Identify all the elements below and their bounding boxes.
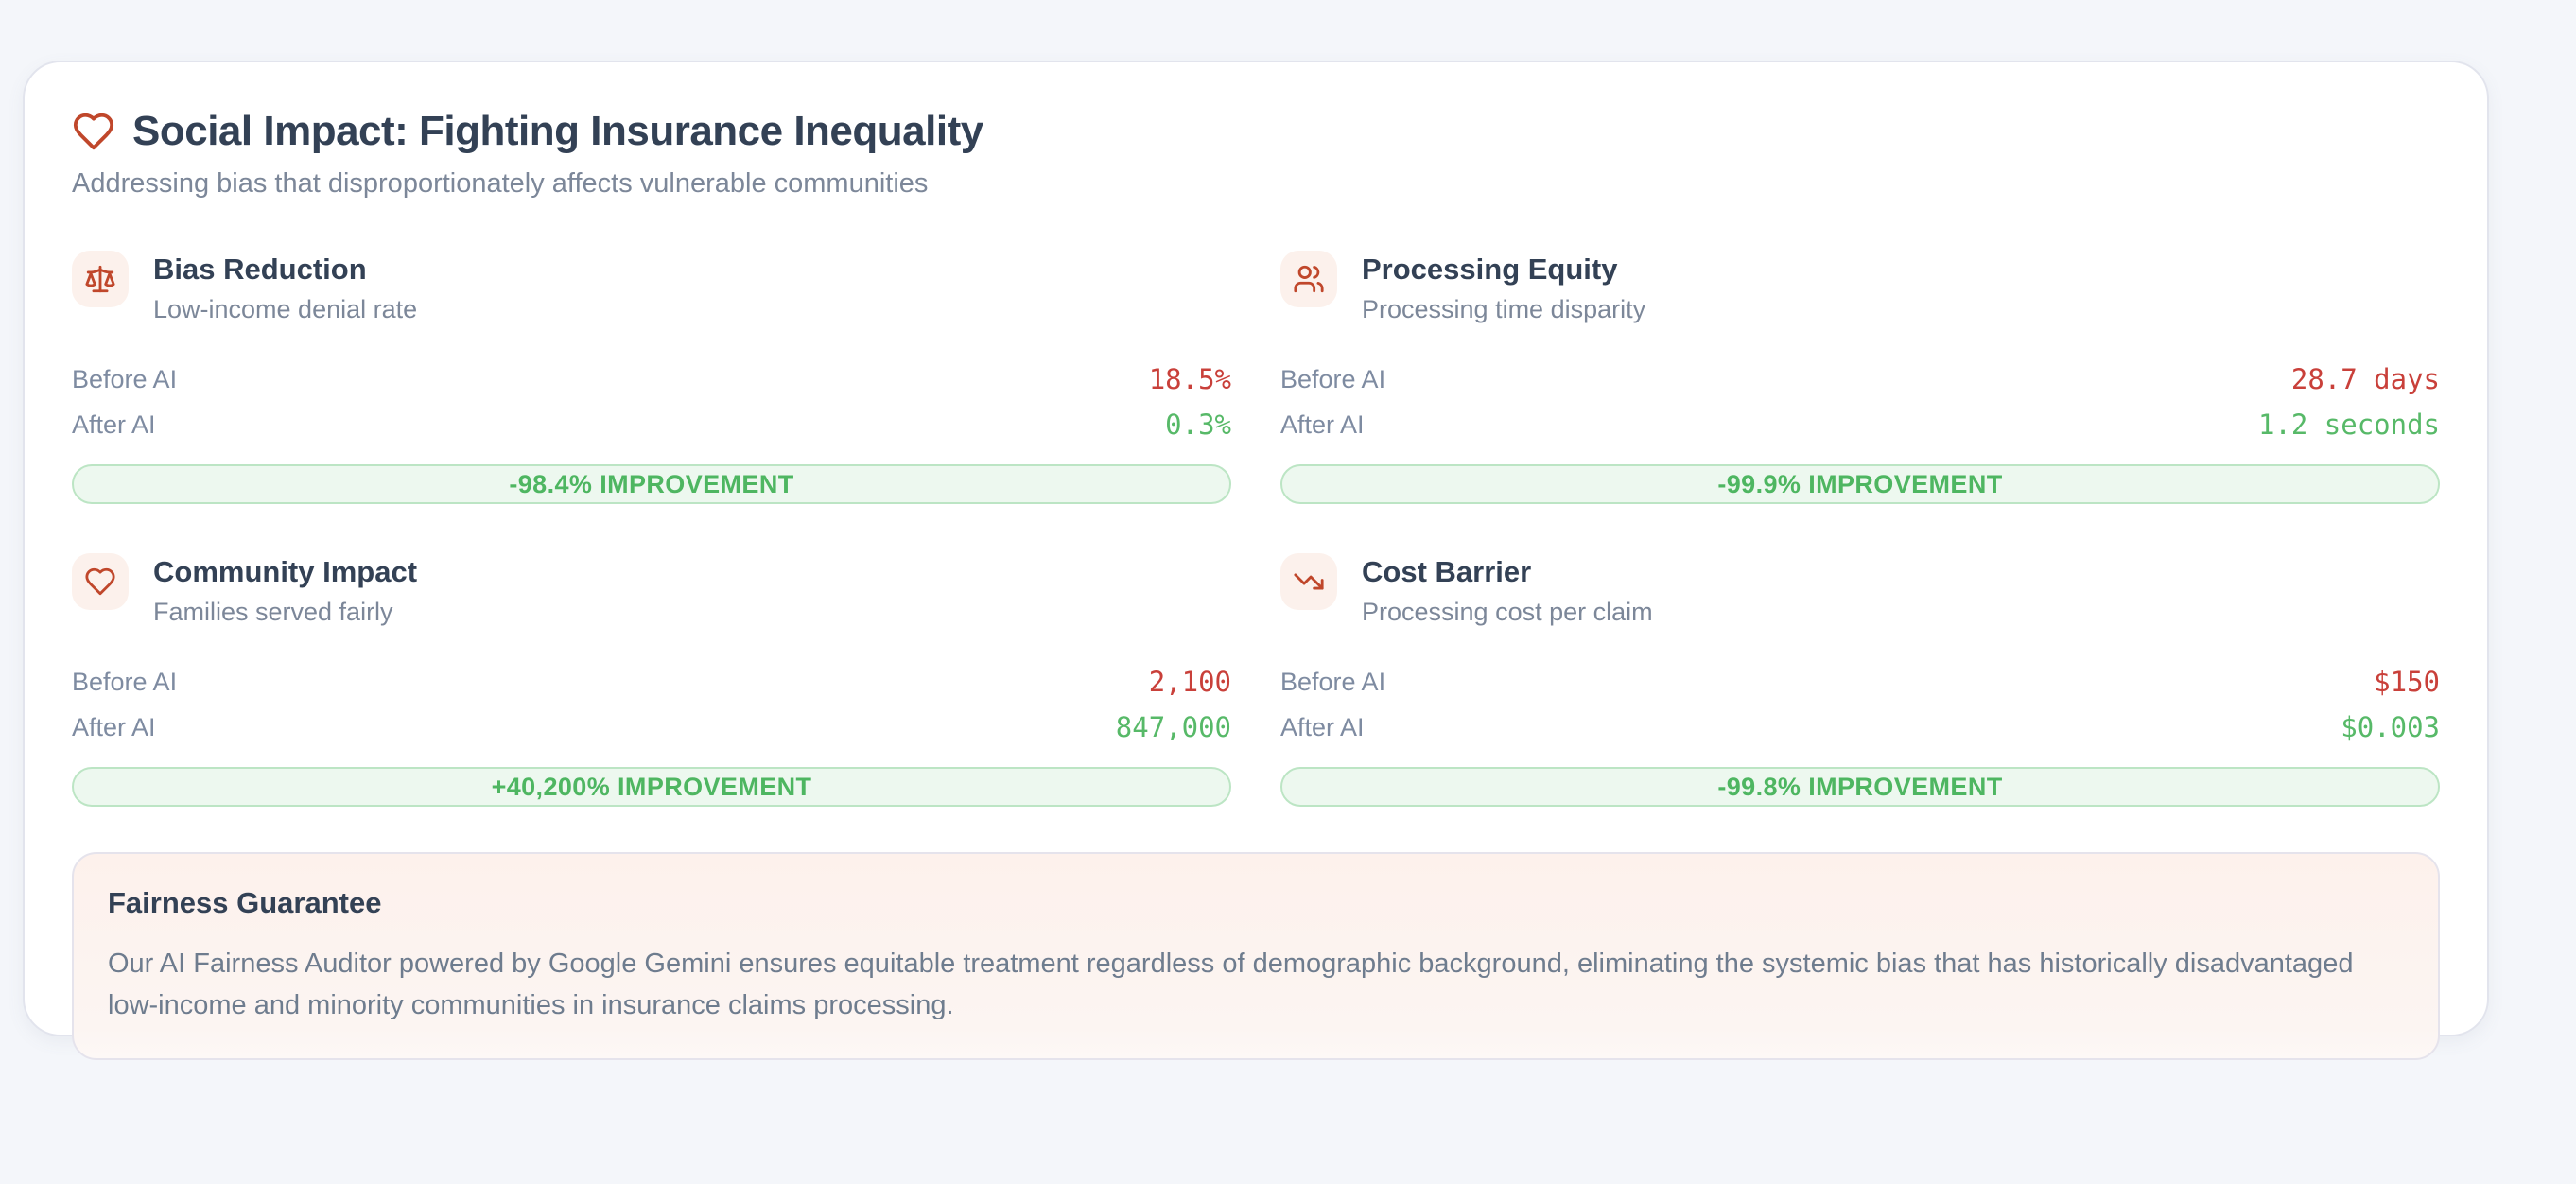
after-ai-row: After AI 1.2 seconds	[1280, 402, 2440, 447]
before-ai-value: 2,100	[1148, 666, 1231, 698]
after-ai-label: After AI	[72, 409, 156, 439]
metric-rows: Before AI $150 After AI $0.003	[1280, 659, 2440, 750]
metric-rows: Before AI 28.7 days After AI 1.2 seconds	[1280, 357, 2440, 447]
page-title: Social Impact: Fighting Insurance Inequa…	[132, 108, 983, 154]
metric-head-text: Bias Reduction Low-income denial rate	[153, 251, 417, 324]
metric-subtitle: Families served fairly	[153, 598, 393, 626]
before-ai-label: Before AI	[72, 667, 178, 696]
after-ai-row: After AI 0.3%	[72, 402, 1231, 447]
heart-icon	[72, 110, 115, 153]
before-ai-row: Before AI 28.7 days	[1280, 357, 2440, 402]
page-subtitle: Addressing bias that disproportionately …	[72, 168, 929, 199]
after-ai-value: 0.3%	[1165, 409, 1231, 441]
trending-down-icon	[1280, 553, 1337, 610]
after-ai-value: 1.2 seconds	[2257, 409, 2440, 441]
metric-head-text: Community Impact Families served fairly	[153, 553, 417, 627]
metric-rows: Before AI 18.5% After AI 0.3%	[72, 357, 1231, 447]
before-ai-row: Before AI 2,100	[72, 659, 1231, 705]
fairness-guarantee-title: Fairness Guarantee	[108, 886, 382, 919]
after-ai-label: After AI	[1280, 712, 1365, 741]
improvement-badge: -99.9% IMPROVEMENT	[1280, 464, 2440, 504]
improvement-badge: +40,200% IMPROVEMENT	[72, 767, 1231, 807]
metric-card-community-impact: Community Impact Families served fairly …	[72, 553, 1231, 807]
before-ai-row: Before AI $150	[1280, 659, 2440, 705]
metric-head-text: Processing Equity Processing time dispar…	[1362, 251, 1645, 324]
metric-title: Community Impact	[153, 555, 418, 588]
before-ai-label: Before AI	[1280, 667, 1386, 696]
metric-head: Cost Barrier Processing cost per claim	[1280, 553, 2440, 627]
improvement-badge: -99.8% IMPROVEMENT	[1280, 767, 2440, 807]
metric-card-processing-equity: Processing Equity Processing time dispar…	[1280, 251, 2440, 504]
before-ai-label: Before AI	[72, 364, 178, 393]
after-ai-label: After AI	[72, 712, 156, 741]
before-ai-value: 18.5%	[1148, 363, 1231, 395]
metric-title: Cost Barrier	[1362, 555, 1532, 588]
before-ai-row: Before AI 18.5%	[72, 357, 1231, 402]
metric-rows: Before AI 2,100 After AI 847,000	[72, 659, 1231, 750]
metric-subtitle: Processing time disparity	[1362, 295, 1646, 323]
before-ai-value: 28.7 days	[2290, 363, 2440, 395]
users-icon	[1280, 251, 1337, 307]
heart-icon	[72, 553, 129, 610]
metric-card-cost-barrier: Cost Barrier Processing cost per claim B…	[1280, 553, 2440, 807]
before-ai-label: Before AI	[1280, 364, 1386, 393]
after-ai-row: After AI $0.003	[1280, 705, 2440, 750]
fairness-guarantee-box: Fairness Guarantee Our AI Fairness Audit…	[72, 852, 2440, 1060]
metric-subtitle: Low-income denial rate	[153, 295, 418, 323]
metric-title: Processing Equity	[1362, 252, 1618, 286]
metric-head: Bias Reduction Low-income denial rate	[72, 251, 1231, 324]
after-ai-label: After AI	[1280, 409, 1365, 439]
metric-head-text: Cost Barrier Processing cost per claim	[1362, 553, 1653, 627]
scale-icon	[72, 251, 129, 307]
panel-header: Social Impact: Fighting Insurance Inequa…	[72, 108, 2440, 155]
metrics-grid: Bias Reduction Low-income denial rate Be…	[72, 251, 2440, 807]
metric-title: Bias Reduction	[153, 252, 367, 286]
metric-head: Processing Equity Processing time dispar…	[1280, 251, 2440, 324]
after-ai-value: $0.003	[2341, 711, 2440, 743]
metric-card-bias-reduction: Bias Reduction Low-income denial rate Be…	[72, 251, 1231, 504]
after-ai-value: 847,000	[1115, 711, 1231, 743]
metric-head: Community Impact Families served fairly	[72, 553, 1231, 627]
after-ai-row: After AI 847,000	[72, 705, 1231, 750]
social-impact-panel: Social Impact: Fighting Insurance Inequa…	[23, 61, 2489, 1060]
fairness-guarantee-body: Our AI Fairness Auditor powered by Googl…	[108, 949, 2354, 1020]
before-ai-value: $150	[2374, 666, 2440, 698]
metric-subtitle: Processing cost per claim	[1362, 598, 1653, 626]
improvement-badge: -98.4% IMPROVEMENT	[72, 464, 1231, 504]
